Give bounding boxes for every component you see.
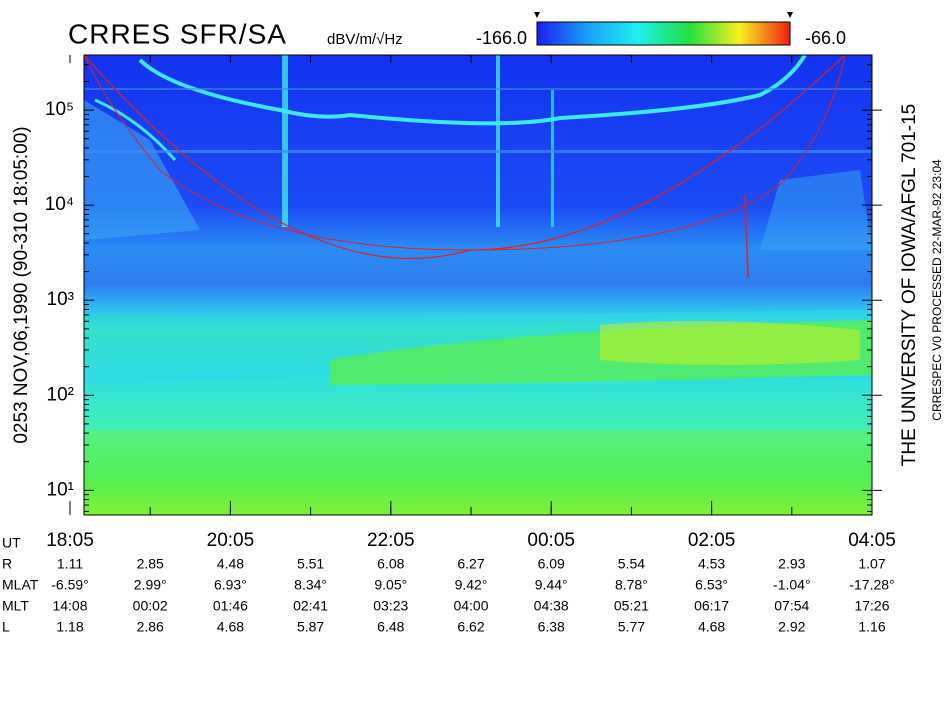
colorbar-label: dBV/m/√Hz	[327, 31, 403, 48]
row-label: R	[2, 556, 12, 572]
row-value: 2.86	[137, 619, 164, 635]
row-value: 14:08	[52, 598, 87, 614]
row-label: MLT	[2, 598, 29, 614]
row-value: 2.92	[778, 619, 805, 635]
right-small-text: CRRESPEC V0 PROCESSED 22-MAR-92 23:04	[930, 159, 944, 421]
row-label: UT	[2, 535, 21, 551]
row-value: 5.51	[297, 556, 324, 572]
y-tick-label: 10³	[47, 289, 74, 310]
row-value: 1.18	[56, 619, 83, 635]
row-value: -6.59°	[51, 577, 89, 593]
row-value: 2.93	[778, 556, 805, 572]
row-value: 04:38	[534, 598, 569, 614]
row-value: 6.08	[377, 556, 404, 572]
row-value: 01:46	[213, 598, 248, 614]
chart-title: CRRES SFR/SA	[68, 18, 287, 49]
left-text: 0253 NOV,06,1990 (90-310 18:05:00)	[11, 126, 32, 443]
row-value: 5.54	[618, 556, 645, 572]
row-value: 9.05°	[374, 577, 407, 593]
row-value: 4.68	[217, 619, 244, 635]
colorbar-marker	[534, 12, 540, 18]
spectrogram	[83, 53, 872, 515]
row-value: 17:26	[854, 598, 889, 614]
row-value: -1.04°	[773, 577, 811, 593]
row-value: -17.28°	[849, 577, 894, 593]
x-tick-label: 00:05	[527, 530, 575, 551]
row-value: 1.11	[57, 556, 83, 572]
right-text: THE UNIVERSITY OF IOWA/AFGL 701-15	[899, 104, 920, 467]
row-value: 6.93°	[214, 577, 247, 593]
row-value: 1.16	[858, 619, 885, 635]
colorbar	[536, 21, 791, 46]
colorbar-min: -166.0	[476, 28, 527, 48]
plot-frame	[83, 54, 873, 516]
y-tick-label: 10²	[47, 384, 74, 405]
row-value: 8.34°	[294, 577, 327, 593]
row-value: 6.09	[538, 556, 565, 572]
row-value: 05:21	[614, 598, 649, 614]
row-value: 1.07	[858, 556, 885, 572]
row-value: 6.48	[377, 619, 404, 635]
y-tick-label: 10⁴	[45, 194, 74, 215]
row-value: 4.68	[698, 619, 725, 635]
row-value: 4.53	[698, 556, 725, 572]
row-label: MLAT	[2, 577, 39, 593]
colorbar-max: -66.0	[805, 28, 846, 48]
row-value: 6.27	[457, 556, 484, 572]
x-tick-label: 18:05	[46, 530, 94, 551]
colorbar-marker	[787, 12, 793, 18]
row-value: 07:54	[774, 598, 809, 614]
x-tick-label: 02:05	[688, 530, 736, 551]
row-value: 02:41	[293, 598, 328, 614]
row-value: 9.44°	[535, 577, 568, 593]
row-value: 2.99°	[134, 577, 167, 593]
row-value: 5.77	[618, 619, 645, 635]
row-value: 03:23	[373, 598, 408, 614]
x-tick-label: 22:05	[367, 530, 415, 551]
row-value: 06:17	[694, 598, 729, 614]
row-value: 6.62	[457, 619, 484, 635]
row-value: 2.85	[137, 556, 164, 572]
y-tick-label: 10¹	[47, 479, 74, 500]
row-value: 6.53°	[695, 577, 728, 593]
y-tick-label: 10⁵	[45, 99, 74, 120]
row-value: 6.38	[538, 619, 565, 635]
row-value: 04:00	[453, 598, 488, 614]
row-value: 9.42°	[455, 577, 488, 593]
row-label: L	[2, 619, 10, 635]
x-tick-label: 20:05	[207, 530, 255, 551]
row-value: 00:02	[133, 598, 168, 614]
row-value: 8.78°	[615, 577, 648, 593]
row-value: 5.87	[297, 619, 324, 635]
row-value: 4.48	[217, 556, 244, 572]
x-tick-label: 04:05	[848, 530, 896, 551]
